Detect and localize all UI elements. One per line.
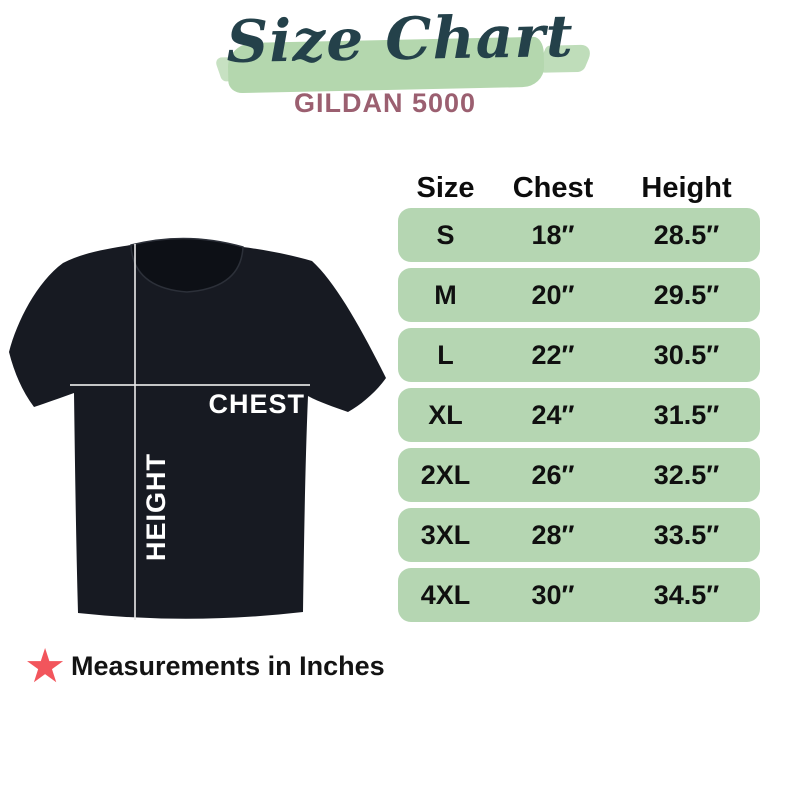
table-row: XL 24″ 31.5″ xyxy=(398,388,760,442)
size-table: Size Chest Height S 18″ 28.5″ M 20″ 29.5… xyxy=(398,170,760,628)
tshirt-diagram: CHEST HEIGHT xyxy=(9,237,386,620)
table-header: Size Chest Height xyxy=(398,170,760,206)
chest-cell: 24″ xyxy=(531,399,575,430)
product-subtitle: GILDAN 5000 xyxy=(293,88,477,118)
size-cell: L xyxy=(437,339,454,370)
column-header-height: Height xyxy=(641,171,732,204)
chest-cell: 26″ xyxy=(531,459,575,490)
chest-cell: 20″ xyxy=(531,279,575,310)
table-row: 4XL 30″ 34.5″ xyxy=(398,568,760,622)
size-cell: 4XL xyxy=(420,579,471,610)
chest-label: CHEST xyxy=(208,389,305,419)
table-row: 2XL 26″ 32.5″ xyxy=(398,448,760,502)
height-label: HEIGHT xyxy=(141,453,171,561)
table-row: M 20″ 29.5″ xyxy=(398,268,760,322)
size-cell: S xyxy=(436,219,455,250)
size-cell: 2XL xyxy=(420,459,471,490)
height-cell: 33.5″ xyxy=(653,519,720,550)
table-row: L 22″ 30.5″ xyxy=(398,328,760,382)
size-cell: XL xyxy=(428,399,463,430)
height-cell: 34.5″ xyxy=(653,579,720,610)
star-icon: ★ xyxy=(24,639,67,692)
size-cell: 3XL xyxy=(420,519,471,550)
chest-cell: 28″ xyxy=(531,519,575,550)
height-cell: 28.5″ xyxy=(653,219,720,250)
chest-cell: 18″ xyxy=(531,219,575,250)
chest-cell: 22″ xyxy=(531,339,575,370)
height-cell: 29.5″ xyxy=(653,279,720,310)
footnote-text: Measurements in Inches xyxy=(71,651,385,681)
tshirt-collar xyxy=(130,237,244,293)
tshirt-silhouette xyxy=(9,237,386,619)
column-header-chest: Chest xyxy=(512,171,594,204)
height-cell: 30.5″ xyxy=(653,339,720,370)
size-cell: M xyxy=(434,279,457,310)
column-header-size: Size xyxy=(416,171,475,204)
height-cell: 32.5″ xyxy=(653,459,720,490)
table-row: S 18″ 28.5″ xyxy=(398,208,760,262)
chest-cell: 30″ xyxy=(531,579,575,610)
table-row: 3XL 28″ 33.5″ xyxy=(398,508,760,562)
height-cell: 31.5″ xyxy=(653,399,720,430)
page-title: Size Chart xyxy=(225,1,575,77)
